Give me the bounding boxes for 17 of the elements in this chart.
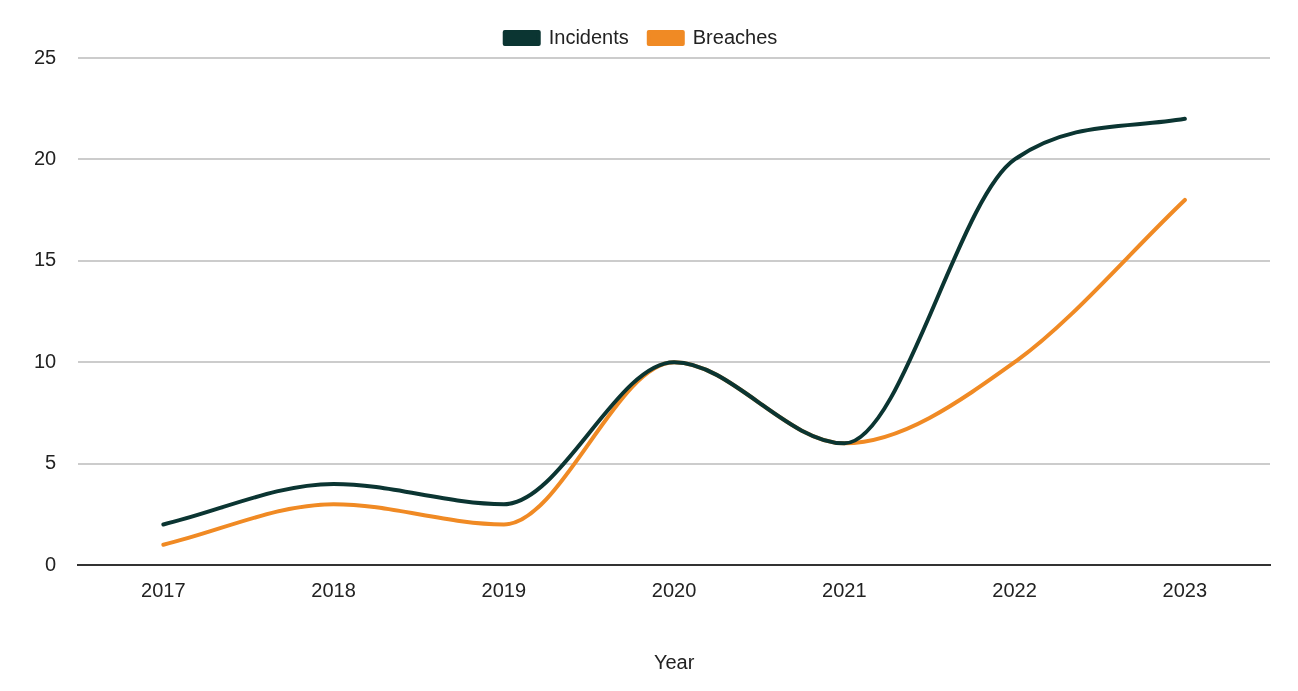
x-tick-label: 2018	[311, 578, 356, 601]
y-tick-label: 15	[34, 248, 57, 271]
x-axis-title: Year	[653, 650, 695, 673]
x-tick-label: 2022	[992, 578, 1037, 601]
legend-label: Incidents	[548, 25, 629, 48]
x-tick-label: 2023	[1162, 578, 1208, 601]
x-tick-label: 2019	[481, 578, 527, 601]
x-tick-label: 2020	[651, 578, 697, 601]
y-tick-label: 5	[45, 451, 57, 474]
legend-label: Breaches	[692, 25, 778, 48]
line-series	[161, 116, 1187, 527]
y-tick-label: 20	[34, 146, 57, 169]
y-tick-label: 0	[45, 552, 57, 575]
y-tick-label: 25	[34, 45, 57, 68]
x-tick-label: 2021	[822, 578, 867, 601]
y-tick-label: 10	[34, 349, 57, 372]
x-tick-label: 2017	[141, 578, 186, 601]
